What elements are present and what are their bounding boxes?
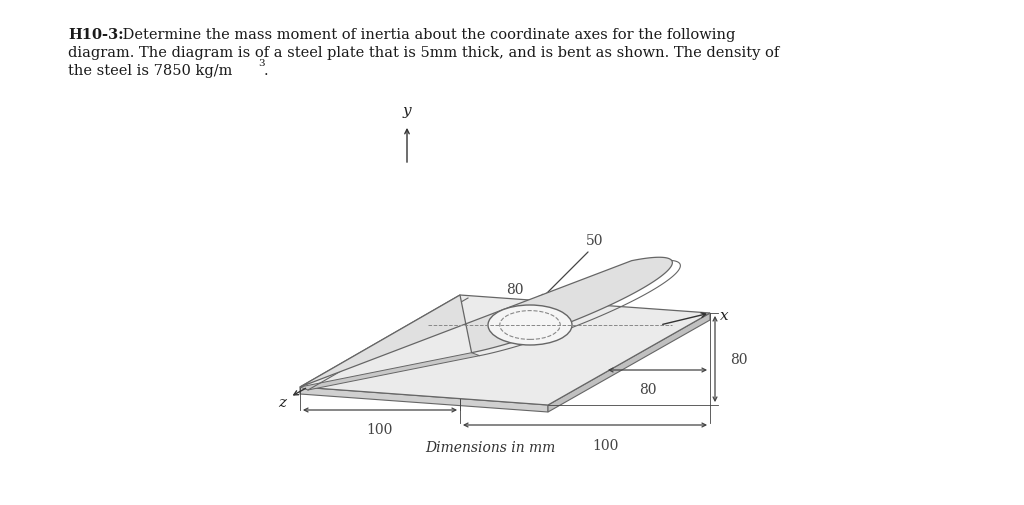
Text: Dimensions in mm: Dimensions in mm	[425, 440, 555, 454]
Text: z: z	[278, 395, 286, 409]
Polygon shape	[300, 258, 673, 387]
Text: x: x	[720, 309, 729, 322]
Text: 3: 3	[258, 59, 264, 68]
Text: H10-3:: H10-3:	[68, 28, 124, 42]
Text: the steel is 7850 kg/m: the steel is 7850 kg/m	[68, 64, 232, 78]
Text: 100: 100	[592, 438, 618, 452]
Text: 80: 80	[639, 382, 656, 396]
Text: 100: 100	[367, 422, 393, 436]
Text: 50: 50	[587, 233, 604, 247]
Text: diagram. The diagram is of a steel plate that is 5mm thick, and is bent as shown: diagram. The diagram is of a steel plate…	[68, 46, 779, 60]
Text: Determine the mass moment of inertia about the coordinate axes for the following: Determine the mass moment of inertia abo…	[118, 28, 735, 42]
Polygon shape	[300, 353, 479, 390]
Text: 80: 80	[506, 282, 523, 296]
Polygon shape	[548, 314, 710, 412]
Polygon shape	[300, 387, 548, 412]
Text: .: .	[264, 64, 268, 78]
Text: y: y	[402, 104, 412, 118]
Ellipse shape	[488, 306, 572, 345]
Polygon shape	[300, 295, 710, 405]
Text: 80: 80	[730, 352, 748, 366]
